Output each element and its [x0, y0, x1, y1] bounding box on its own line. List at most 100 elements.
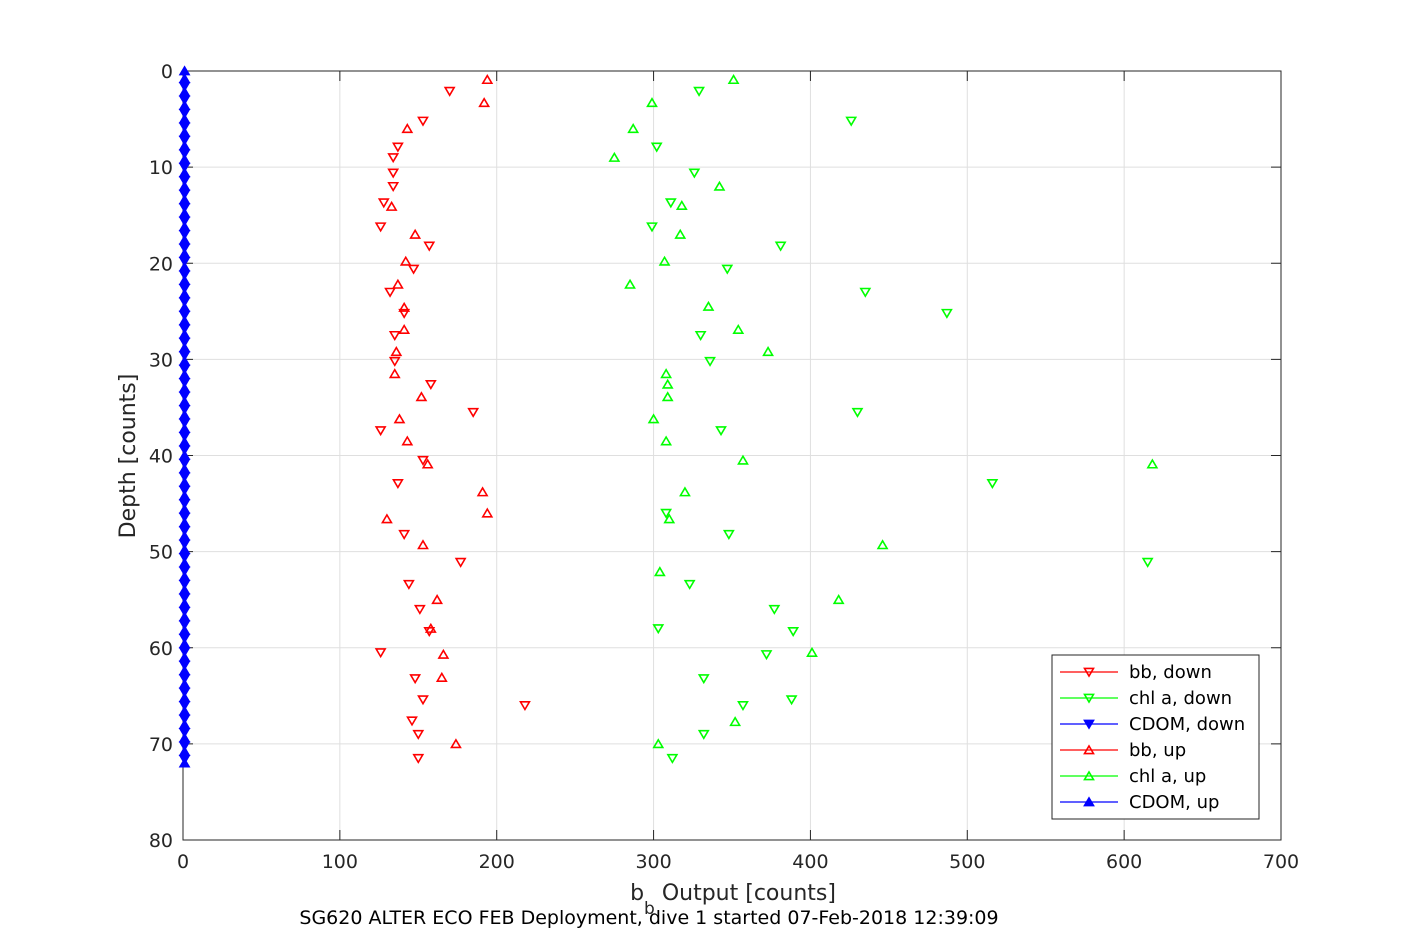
data-point: [675, 199, 688, 210]
data-point: [178, 396, 191, 407]
data-point: [178, 503, 191, 514]
data-point: [697, 729, 710, 740]
data-point: [417, 455, 429, 466]
x-axis-label: bb Output [counts]: [630, 881, 836, 919]
x-tick-label: 700: [1263, 851, 1299, 873]
data-point: [374, 222, 387, 233]
data-point: [424, 622, 437, 633]
legend-label: CDOM, up: [1129, 792, 1219, 813]
data-point: [413, 604, 426, 615]
legend-marker: [1083, 693, 1095, 704]
x-axis-label-main: b: [630, 881, 644, 906]
data-point: [178, 705, 191, 716]
data-point: [401, 123, 414, 134]
data-point: [374, 648, 387, 659]
data-point: [391, 478, 404, 490]
data-point: [650, 142, 663, 153]
data-point: [178, 692, 191, 703]
x-tick-label: 300: [635, 851, 671, 873]
data-point: [652, 624, 665, 635]
legend: bb, down chl a, down CDOM, down bb, up chl a…: [1051, 654, 1260, 820]
data-point: [178, 757, 191, 768]
data-point: [660, 508, 673, 519]
data-point: [178, 288, 191, 299]
data-point: [407, 264, 420, 275]
data-point: [437, 648, 450, 659]
x-axis-label-rest: Output [counts]: [655, 881, 836, 906]
data-point: [762, 346, 774, 357]
data-point: [178, 436, 191, 447]
data-point: [787, 627, 800, 638]
data-point: [481, 507, 494, 518]
data-point: [624, 278, 636, 289]
data-point: [178, 745, 191, 756]
y-tick-label: 80: [149, 830, 173, 852]
data-point: [851, 407, 864, 418]
x-tick-label: 600: [1106, 851, 1142, 873]
data-point: [424, 379, 437, 390]
data-point: [178, 584, 191, 595]
y-tick-label: 10: [149, 157, 173, 179]
legend-label: bb, up: [1129, 740, 1186, 761]
data-point: [443, 86, 456, 97]
data-point: [652, 738, 665, 749]
x-tick-label: 100: [322, 851, 358, 873]
data-point: [476, 486, 489, 497]
data-point: [774, 241, 787, 252]
data-point: [178, 86, 191, 97]
data-point: [178, 342, 191, 353]
legend-item: chl a, up: [1060, 766, 1206, 787]
data-point: [412, 729, 425, 740]
data-point: [760, 650, 773, 661]
data-point: [178, 638, 191, 649]
data-point: [417, 695, 429, 706]
data-point: [415, 391, 428, 402]
data-point: [409, 228, 422, 239]
legend-marker: [1083, 667, 1095, 678]
legend-marker: [1083, 744, 1095, 755]
data-point: [401, 435, 414, 446]
y-axis-label: Depth [counts]: [116, 374, 141, 539]
data-point: [398, 323, 411, 334]
data-point: [768, 604, 781, 615]
data-point: [653, 566, 666, 577]
data-point: [859, 287, 872, 298]
legend-item: CDOM, down: [1060, 714, 1245, 735]
data-point: [178, 463, 191, 474]
data-point: [409, 674, 422, 685]
data-point: [608, 151, 621, 162]
data-point: [178, 180, 191, 191]
data-point: [178, 248, 191, 259]
data-point: [178, 140, 191, 151]
data-point: [646, 222, 658, 233]
data-point: [178, 490, 191, 501]
data-point: [178, 99, 191, 111]
legend-label: bb, down: [1129, 662, 1212, 683]
data-point: [1146, 458, 1159, 469]
y-tick-label: 20: [149, 253, 173, 275]
data-point: [178, 167, 191, 178]
data-point: [661, 378, 674, 389]
data-point: [694, 330, 707, 341]
data-point: [398, 308, 411, 319]
data-point: [387, 181, 400, 192]
legend-item: CDOM, up: [1060, 792, 1219, 813]
data-point: [412, 753, 425, 764]
data-point: [178, 530, 191, 541]
x-tick-label: 500: [949, 851, 985, 873]
data-point: [178, 651, 191, 662]
data-point: [450, 738, 462, 749]
data-point: [178, 261, 191, 272]
data-point: [402, 579, 415, 590]
legend-label: chl a, up: [1129, 766, 1206, 787]
data-point: [417, 116, 429, 127]
data-point: [876, 539, 889, 550]
legend-item: bb, up: [1060, 740, 1186, 761]
data-point: [178, 73, 191, 84]
data-point: [664, 198, 677, 209]
data-point: [737, 701, 749, 712]
data-point: [674, 228, 687, 239]
data-point: [661, 391, 674, 402]
data-point: [178, 369, 191, 380]
